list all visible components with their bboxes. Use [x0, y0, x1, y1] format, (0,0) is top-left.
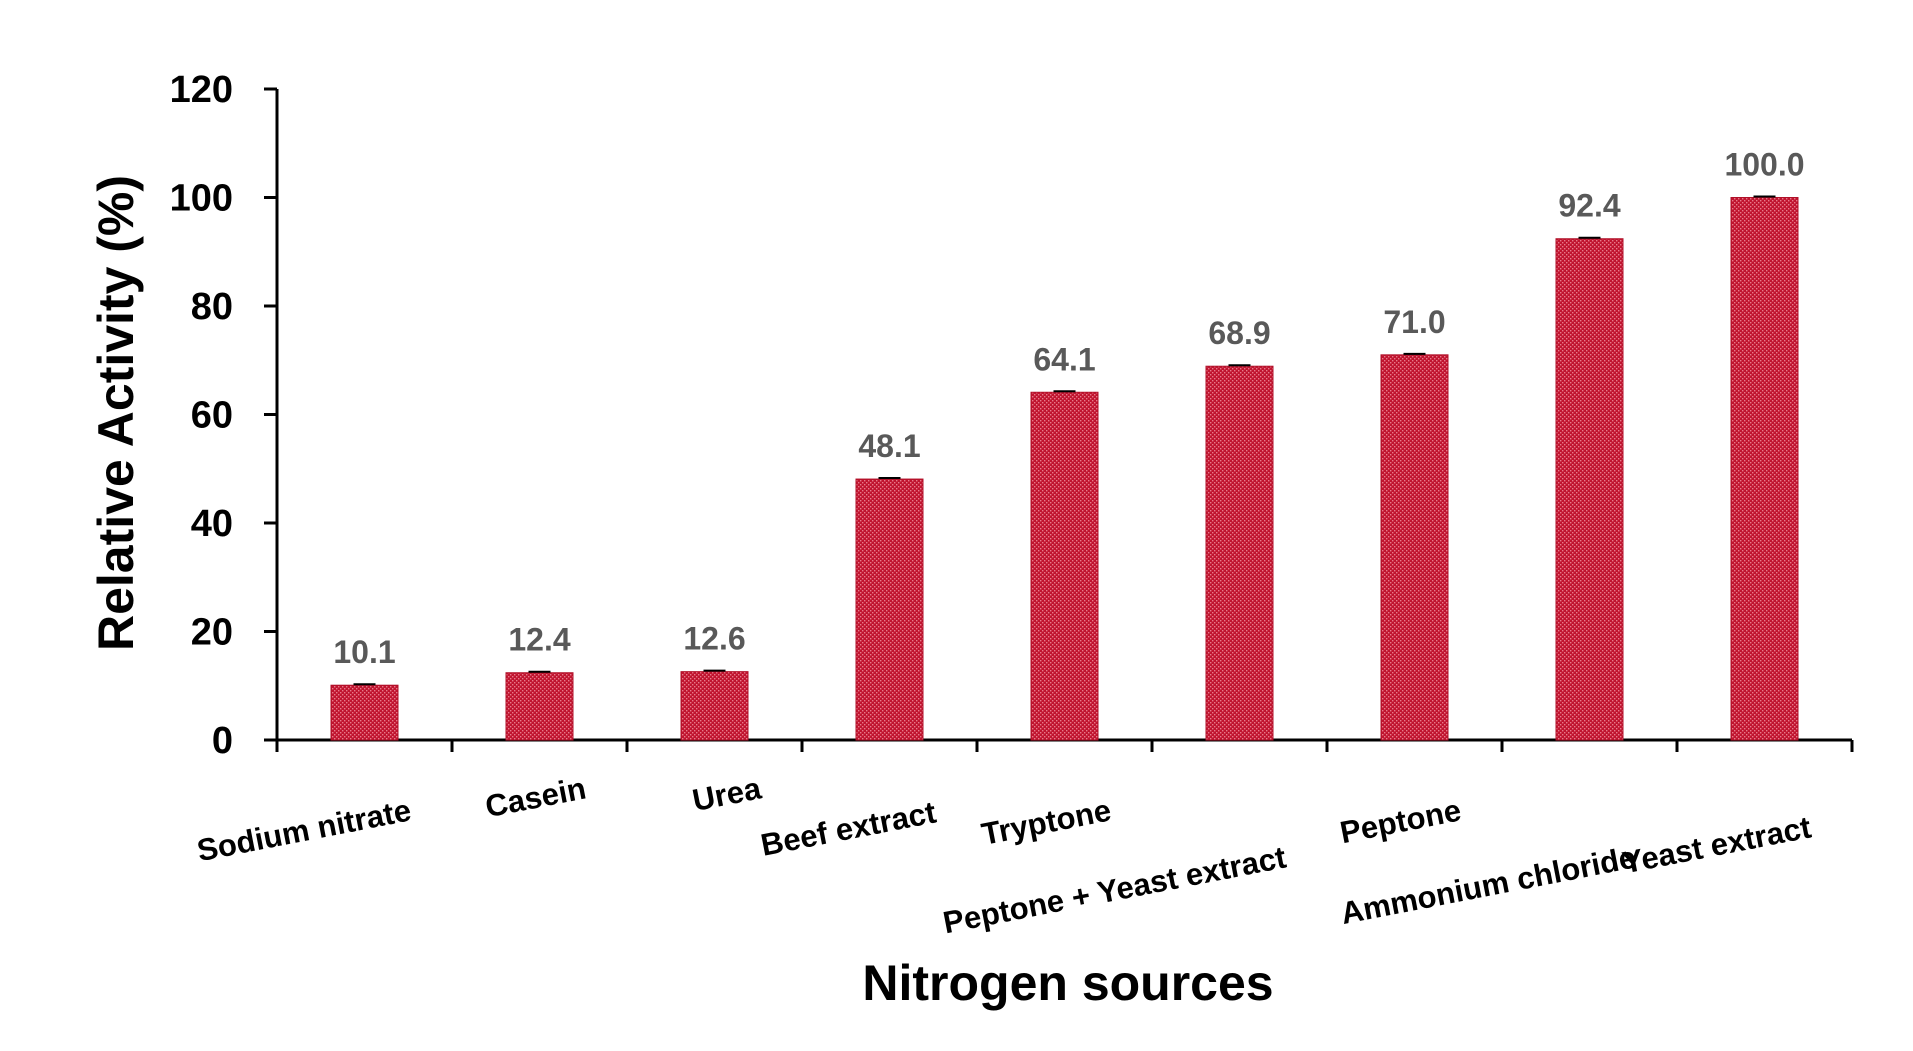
x-tick-label: Peptone + Yeast extract	[940, 840, 1289, 941]
bar	[1555, 238, 1624, 741]
data-label: 12.6	[683, 621, 745, 657]
x-tick-label: Peptone	[1337, 793, 1464, 851]
x-tick-label: Ammonium chloride	[1338, 840, 1639, 932]
y-tick-label: 80	[191, 286, 233, 328]
y-tick-label: 100	[170, 178, 233, 220]
data-label: 10.1	[333, 634, 395, 670]
data-label: 100.0	[1724, 147, 1804, 183]
data-label: 48.1	[858, 428, 920, 464]
plot-area: 0 20 40 60 80 100 120 10.1 Sodium nitrate 12.4 Cas…	[170, 69, 1854, 941]
x-tick-label: Casein	[482, 771, 588, 825]
x-tick-label: Sodium nitrate	[194, 793, 414, 869]
bar	[330, 684, 399, 741]
data-label: 64.1	[1033, 341, 1095, 377]
data-label: 71.0	[1383, 304, 1445, 340]
y-tick-label: 120	[170, 69, 233, 111]
bar	[1205, 365, 1274, 741]
bar	[1380, 354, 1449, 741]
y-tick-label: 40	[191, 503, 233, 545]
bar	[680, 671, 749, 741]
y-tick-label: 60	[191, 395, 233, 437]
y-axis-title: Relative Activity (%)	[88, 175, 144, 651]
x-tick-label: Beef extract	[758, 795, 939, 863]
y-tick-label: 0	[212, 720, 233, 762]
x-axis-title: Nitrogen sources	[862, 955, 1273, 1011]
data-label: 68.9	[1208, 315, 1270, 351]
bar	[1730, 197, 1799, 741]
data-label: 92.4	[1558, 188, 1620, 224]
bar	[1030, 391, 1099, 741]
bar	[855, 478, 924, 741]
x-tick-label: Tryptone	[979, 793, 1114, 852]
x-tick-label: Urea	[689, 770, 764, 818]
y-tick-label: 20	[191, 612, 233, 654]
x-tick-label: Yeast extract	[1619, 810, 1813, 881]
data-label: 12.4	[508, 622, 570, 658]
bar	[505, 672, 574, 741]
